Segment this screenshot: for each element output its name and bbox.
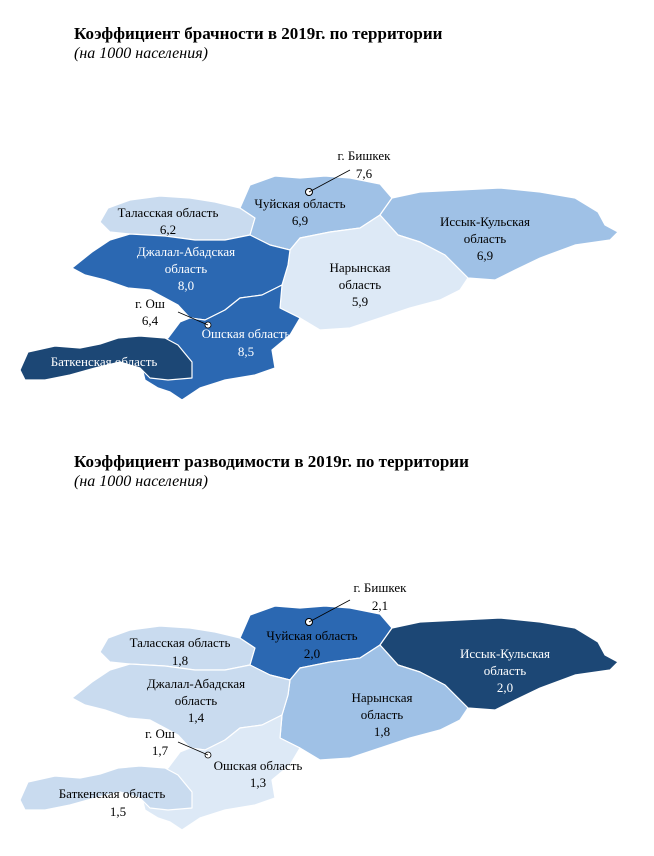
label-issyk-value: 2,0	[497, 680, 513, 695]
label-naryn-value: 1,8	[374, 724, 390, 739]
label-issyk-name-1: Иссык-Кульская	[440, 214, 530, 229]
label-batken-name: Баткенская область	[59, 786, 166, 801]
label-naryn-name-2: область	[361, 707, 403, 722]
label-naryn-name-1: Нарынская	[352, 690, 413, 705]
label-jalal-name-1: Джалал-Абадская	[137, 244, 235, 259]
label-jalal-name-1: Джалал-Абадская	[147, 676, 245, 691]
label-jalal-value: 1,4	[188, 710, 205, 725]
label-batken-value: 1,5	[110, 804, 126, 819]
label-jalal-name-2: область	[175, 693, 217, 708]
map-title: Коэффициент разводимости в 2019г. по тер…	[74, 452, 469, 471]
label-chui-name: Чуйская область	[266, 628, 357, 643]
label-issyk-name-1: Иссык-Кульская	[460, 646, 550, 661]
label-bishkek-value: 7,6	[356, 166, 373, 181]
map-divorce: г. Бишкек 2,1 Таласская область 1,8 Чуйс…	[19, 580, 619, 831]
label-bishkek-name: г. Бишкек	[354, 580, 408, 595]
label-osh-value: 8,5	[238, 344, 254, 359]
label-issyk-name-2: область	[464, 231, 506, 246]
label-talas-name: Таласская область	[118, 205, 219, 220]
map-marriage: г. Бишкек 7,6 Таласская область 6,2 Чуйс…	[19, 148, 619, 401]
label-jalal-name-2: область	[165, 261, 207, 276]
label-osh-city-name: г. Ош	[135, 296, 165, 311]
label-issyk-value: 6,9	[477, 248, 493, 263]
label-jalal-value: 8,0	[178, 278, 194, 293]
label-naryn-name-1: Нарынская	[330, 260, 391, 275]
map-subtitle: (на 1000 населения)	[74, 473, 208, 490]
label-osh-city-value: 1,7	[152, 743, 169, 758]
label-chui-name: Чуйская область	[254, 196, 345, 211]
region-batken	[19, 765, 193, 811]
label-issyk-name-2: область	[484, 663, 526, 678]
osh-leader-line	[177, 311, 209, 326]
label-batken-name: Баткенская область	[51, 354, 158, 369]
bishkek-marker	[305, 169, 351, 196]
label-osh-name: Ошская область	[214, 758, 303, 773]
label-talas-value: 6,2	[160, 222, 176, 237]
region-batken	[19, 335, 193, 381]
label-chui-value: 6,9	[292, 213, 308, 228]
label-osh-name: Ошская область	[202, 326, 291, 341]
label-talas-value: 1,8	[172, 653, 188, 668]
bishkek-marker	[305, 599, 351, 626]
label-osh-value: 1,3	[250, 775, 266, 790]
label-naryn-name-2: область	[339, 277, 381, 292]
label-batken-value: 9,2	[102, 372, 118, 387]
label-bishkek-value: 2,1	[372, 598, 388, 613]
map-title: Коэффициент брачности в 2019г. по террит…	[74, 24, 443, 43]
label-bishkek-name: г. Бишкек	[338, 148, 392, 163]
label-osh-city-value: 6,4	[142, 313, 159, 328]
label-chui-value: 2,0	[304, 646, 320, 661]
osh-leader-line	[177, 741, 209, 756]
label-talas-name: Таласская область	[130, 635, 231, 650]
label-osh-city-name: г. Ош	[145, 726, 175, 741]
map-subtitle: (на 1000 населения)	[74, 45, 208, 62]
label-naryn-value: 5,9	[352, 294, 368, 309]
